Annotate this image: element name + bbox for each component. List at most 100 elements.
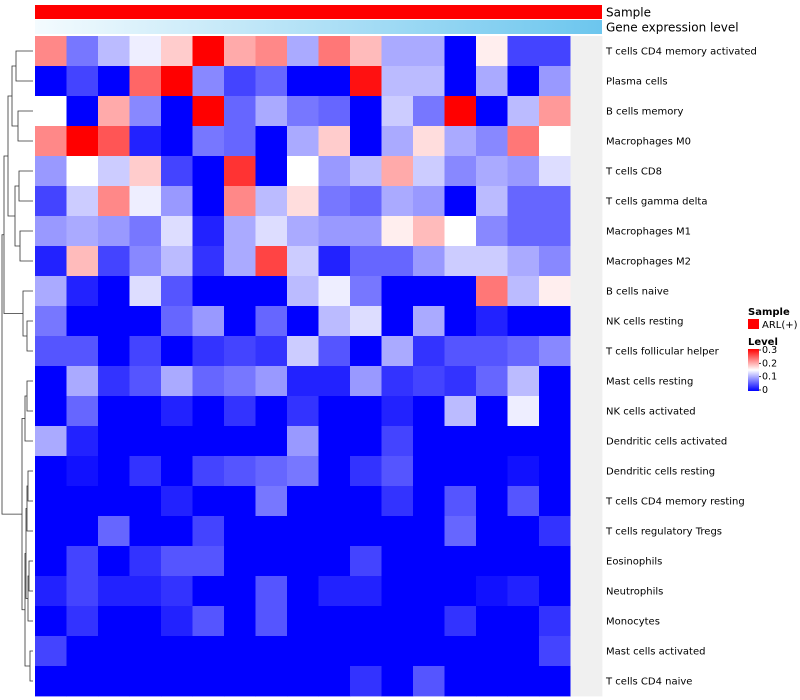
heatmap-cell	[224, 666, 256, 697]
row-label: Dendritic cells activated	[606, 437, 727, 448]
heatmap-cell	[98, 366, 130, 397]
heatmap-cell	[413, 606, 445, 637]
heatmap-cell	[224, 96, 256, 127]
heatmap-cell	[129, 516, 162, 547]
sample-track-label: Sample	[606, 6, 651, 20]
heatmap-cell	[350, 606, 382, 637]
heatmap-cell	[507, 36, 540, 67]
heatmap-cell	[476, 216, 508, 247]
heatmap-cell	[381, 366, 414, 397]
heatmap-cell	[255, 396, 288, 427]
heatmap-cell	[66, 546, 99, 577]
heatmap-cell	[129, 426, 162, 457]
heatmap-cell	[350, 666, 382, 697]
heatmap-cell	[287, 66, 319, 97]
heatmap-cell	[413, 216, 445, 247]
row-label: Mast cells resting	[606, 377, 693, 388]
heatmap-cell	[224, 366, 256, 397]
heatmap-cell	[350, 336, 382, 367]
heatmap-cell	[192, 156, 225, 187]
heatmap-cell	[35, 456, 67, 487]
heatmap-cell	[444, 546, 477, 577]
heatmap-cell	[570, 156, 603, 187]
heatmap-cell	[224, 66, 256, 97]
row-label: Eosinophils	[606, 557, 662, 568]
heatmap-cell	[507, 366, 540, 397]
heatmap-cell	[161, 486, 193, 517]
heatmap-cell	[350, 546, 382, 577]
heatmap-cell	[287, 396, 319, 427]
row-label: Macrophages M1	[606, 227, 691, 238]
heatmap-cell	[539, 576, 571, 607]
heatmap-cell	[192, 516, 225, 547]
heatmap-cell	[192, 36, 225, 67]
heatmap-cell	[66, 36, 99, 67]
heatmap-cell	[129, 636, 162, 667]
heatmap-cell	[287, 246, 319, 277]
heatmap-cell	[570, 456, 603, 487]
legend-tick-label: 0.3	[762, 345, 777, 356]
heatmap-cell	[98, 456, 130, 487]
heatmap-cell	[413, 246, 445, 277]
heatmap-cell	[287, 636, 319, 667]
heatmap-cell	[507, 516, 540, 547]
heatmap-cell	[66, 306, 99, 337]
heatmap-cell	[129, 126, 162, 157]
heatmap-cell	[192, 366, 225, 397]
heatmap-cell	[539, 246, 571, 277]
heatmap-cell	[129, 96, 162, 127]
heatmap-cell	[161, 306, 193, 337]
heatmap-cell	[129, 216, 162, 247]
heatmap-cell	[224, 396, 256, 427]
heatmap-cell	[350, 426, 382, 457]
heatmap-cell	[66, 276, 99, 307]
heatmap-cell	[35, 186, 67, 217]
dendrogram-branch	[17, 110, 33, 142]
heatmap-cell	[192, 276, 225, 307]
heatmap-cell	[381, 276, 414, 307]
heatmap-cell	[413, 186, 445, 217]
heatmap-cell	[350, 366, 382, 397]
heatmap-cell	[287, 456, 319, 487]
heatmap-cell	[413, 126, 445, 157]
heatmap-cell	[507, 426, 540, 457]
heatmap-cell	[192, 576, 225, 607]
heatmap-cell	[570, 36, 603, 67]
dendrogram-branch	[21, 418, 25, 611]
heatmap-cell	[539, 306, 571, 337]
heatmap-cell	[224, 546, 256, 577]
heatmap-cell	[35, 486, 67, 517]
heatmap-cell	[476, 666, 508, 697]
row-label: B cells naive	[606, 287, 669, 298]
heatmap-cell	[192, 606, 225, 637]
heatmap-cell	[350, 306, 382, 337]
heatmap-cell	[66, 426, 99, 457]
heatmap-cell	[224, 306, 256, 337]
heatmap-cell	[350, 186, 382, 217]
heatmap-cell	[381, 96, 414, 127]
heatmap-cell	[129, 546, 162, 577]
heatmap-cell	[192, 456, 225, 487]
heatmap-cell	[35, 576, 67, 607]
heatmap-cell	[129, 246, 162, 277]
heatmap-cell	[413, 486, 445, 517]
heatmap-cell	[476, 36, 508, 67]
heatmap-cell	[66, 456, 99, 487]
legend-tick-label: 0.1	[762, 372, 777, 383]
heatmap-cell	[570, 546, 603, 577]
heatmap-cell	[444, 456, 477, 487]
heatmap-cell	[476, 276, 508, 307]
heatmap-cell	[66, 606, 99, 637]
heatmap-cell	[476, 126, 508, 157]
heatmap-cell	[35, 396, 67, 427]
heatmap-cell	[98, 396, 130, 427]
heatmap-cell	[507, 636, 540, 667]
annotation-tracks: Sample Gene expression level	[35, 5, 739, 35]
heatmap-cell	[507, 486, 540, 517]
heatmap-cell	[66, 186, 99, 217]
heatmap-cell	[35, 666, 67, 697]
row-label: NK cells activated	[606, 407, 696, 418]
heatmap-cell	[318, 366, 351, 397]
heatmap-cell	[350, 216, 382, 247]
heatmap-cell	[507, 306, 540, 337]
